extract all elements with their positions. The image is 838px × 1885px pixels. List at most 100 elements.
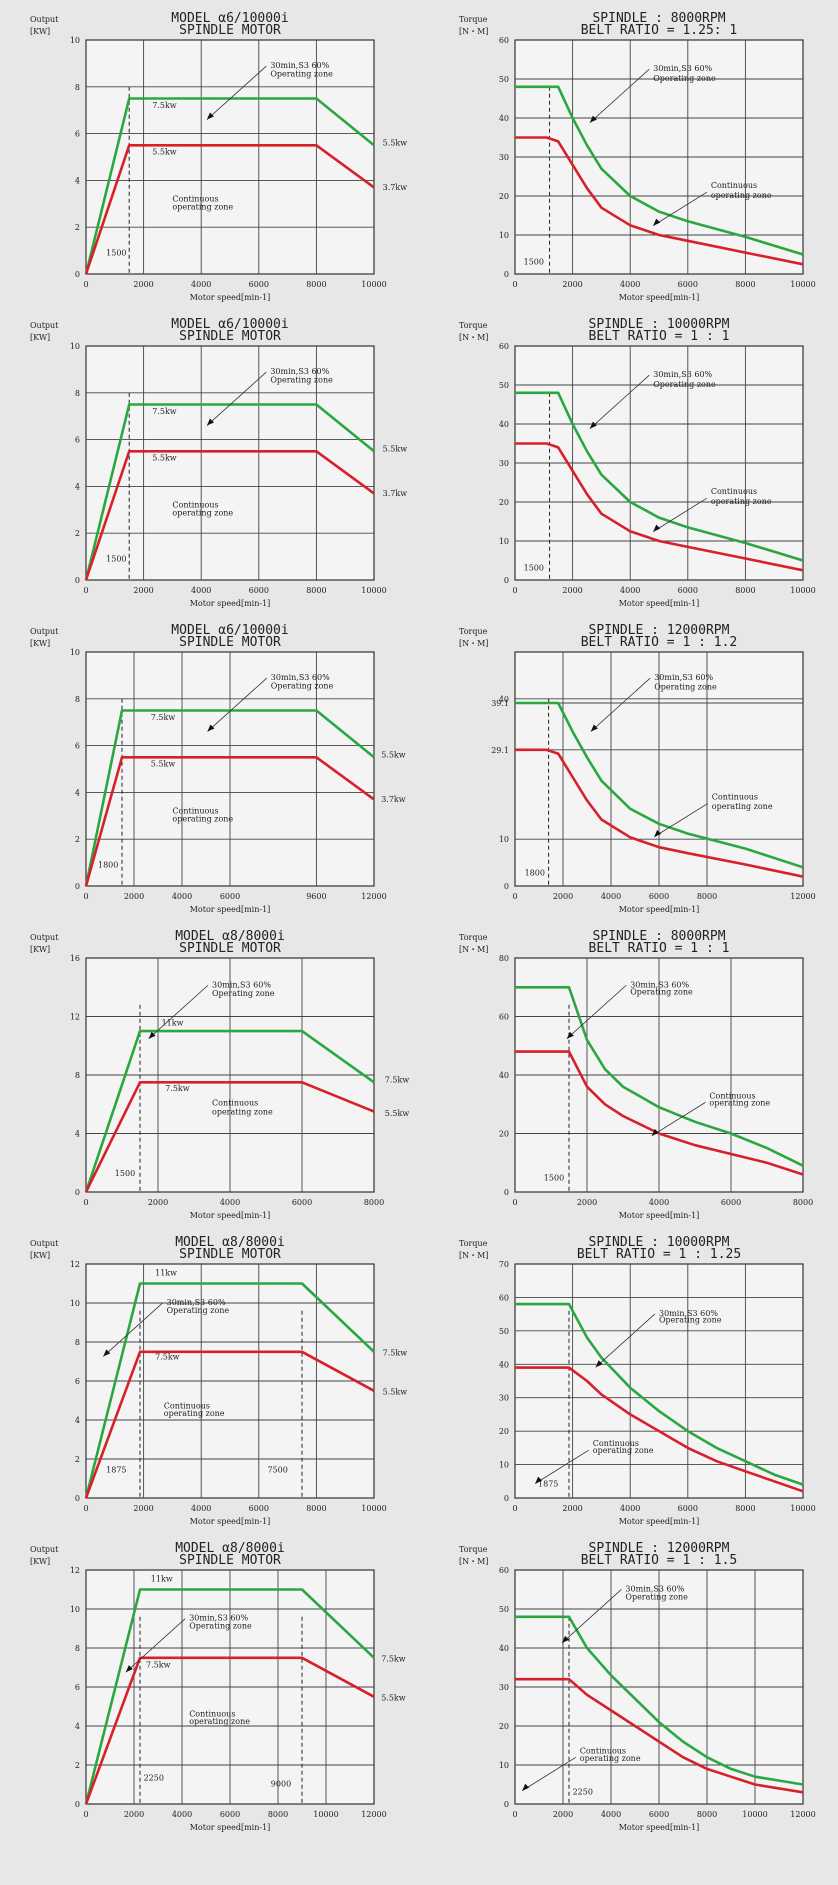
annotation-label: 1875 xyxy=(538,1479,558,1488)
annotation-label: Continuous xyxy=(711,487,757,496)
x-tick-label: 12000 xyxy=(361,892,386,901)
zone-arrowhead xyxy=(566,1031,574,1039)
y-tick-label: 0 xyxy=(504,576,509,585)
y-tick-label: 0 xyxy=(504,882,509,891)
zone-arrowhead xyxy=(206,418,214,426)
series-line-s3 xyxy=(515,1302,804,1486)
y-tick-label: 8 xyxy=(75,389,80,398)
zone-pointer xyxy=(206,65,267,120)
x-tick-label: 0 xyxy=(512,1810,517,1819)
continuous-arrowhead xyxy=(653,218,661,226)
zone-pointer xyxy=(566,984,627,1040)
y-axis-label: Output xyxy=(30,321,59,330)
chart-panel-8: 0 2000 4000 6000 8000 0 20 40 60 80 Motor speed[mi… xyxy=(459,929,813,1220)
x-tick-label: 2000 xyxy=(562,586,582,595)
continuous-arrowhead xyxy=(522,1783,530,1791)
y-axis-unit: [N・M] xyxy=(459,945,488,954)
y-tick-label: 6 xyxy=(75,1377,80,1386)
y-tick-label: 16 xyxy=(70,954,80,963)
zone-arrowhead xyxy=(590,724,598,732)
chart-title: MODEL α8/8000i xyxy=(175,929,285,944)
annotation-label: Operating zone xyxy=(653,380,716,389)
x-axis-label: Motor speed[min-1] xyxy=(619,1823,700,1832)
x-tick-label: 8000 xyxy=(697,1810,717,1819)
annotation-label: Operating zone xyxy=(167,1306,230,1315)
plot-area xyxy=(85,345,375,581)
y-tick-label: 10 xyxy=(499,1461,509,1470)
y-tick-label: 10 xyxy=(70,648,80,657)
continuous-arrowhead xyxy=(653,524,661,532)
annotation-label: Continuous xyxy=(593,1439,639,1448)
y-axis-unit: [KW] xyxy=(30,639,50,648)
x-tick-label: 0 xyxy=(83,1504,88,1513)
x-tick-label: 4000 xyxy=(191,1504,211,1513)
x-tick-label: 12000 xyxy=(790,892,815,901)
series-line-s3 xyxy=(515,701,804,869)
annotation-label: operating zone xyxy=(189,1717,250,1726)
annotation-label: 30min,S3 60% xyxy=(625,1584,684,1593)
chart-subtitle: BELT RATIO = 1 : 1.25 xyxy=(577,1247,741,1262)
x-tick-label: 2000 xyxy=(133,280,153,289)
y-tick-label: 12 xyxy=(70,1260,80,1269)
y-axis-unit: [KW] xyxy=(30,27,50,36)
x-tick-label: 8000 xyxy=(268,1810,288,1819)
y-tick-label: 8 xyxy=(75,1338,80,1347)
x-tick-label: 0 xyxy=(512,280,517,289)
annotation-label: 30min,S3 60% xyxy=(653,64,712,73)
chart-panel-4: 0 2000 4000 6000 8000 10000 0 10 20 30 40 50 60 Motor… xyxy=(459,317,816,608)
chart-title: SPINDLE : 10000RPM xyxy=(589,1235,730,1250)
chart-panel-7: 0 2000 4000 6000 8000 0 4 8 12 16 Motor speed[min-… xyxy=(30,929,409,1220)
continuous-arrowhead xyxy=(535,1476,543,1484)
y-axis-unit: [KW] xyxy=(30,1557,50,1566)
x-tick-label: 2000 xyxy=(133,1504,153,1513)
x-tick-label: 2000 xyxy=(124,1810,144,1819)
y-tick-label: 10 xyxy=(70,1605,80,1614)
y-tick-label: 10 xyxy=(70,342,80,351)
continuous-arrowhead xyxy=(651,1128,659,1136)
zone-arrowhead xyxy=(562,1635,570,1643)
chart-subtitle: SPINDLE MOTOR xyxy=(179,635,281,650)
y-axis-label: Output xyxy=(30,1239,59,1248)
annotation-label: 3.7kw xyxy=(383,183,408,192)
y-tick-label: 30 xyxy=(499,1683,509,1692)
chart-subtitle: SPINDLE MOTOR xyxy=(179,23,281,38)
y-tick-label: 0 xyxy=(504,270,509,279)
annotation-label: Continuous xyxy=(172,194,218,203)
y-tick-label: 20 xyxy=(499,192,509,201)
x-tick-label: 10000 xyxy=(361,1504,386,1513)
y-tick-label: 29.1 xyxy=(491,746,509,755)
zone-pointer xyxy=(148,984,209,1040)
annotation-label: Continuous xyxy=(712,792,758,801)
annotation-label: Continuous xyxy=(212,1099,258,1108)
x-tick-label: 6000 xyxy=(292,1198,312,1207)
chart-subtitle: SPINDLE MOTOR xyxy=(179,941,281,956)
x-tick-label: 0 xyxy=(512,892,517,901)
chart-panel-5: 0 2000 4000 6000 9600 12000 0 2 4 6 8 10 Motor speed… xyxy=(30,623,406,914)
annotation-label: 5.5kw xyxy=(383,138,408,147)
continuous-pointer xyxy=(651,1102,706,1137)
y-tick-label: 0 xyxy=(75,270,80,279)
x-tick-label: 0 xyxy=(83,892,88,901)
x-axis-label: Motor speed[min-1] xyxy=(190,1823,271,1832)
annotation-label: Continuous xyxy=(189,1709,235,1718)
y-axis-label: Torque xyxy=(459,321,488,330)
x-axis-label: Motor speed[min-1] xyxy=(619,1517,700,1526)
x-tick-label: 4000 xyxy=(620,1504,640,1513)
y-tick-label: 40 xyxy=(499,1644,509,1653)
series-line-continuous xyxy=(84,1656,375,1805)
y-tick-label: 0 xyxy=(504,1800,509,1809)
annotation-label: 5.5kw xyxy=(383,1388,408,1397)
y-axis-label: Output xyxy=(30,15,59,24)
y-tick-label: 4 xyxy=(75,1130,80,1139)
y-axis-label: Output xyxy=(30,1545,59,1554)
y-tick-label: 60 xyxy=(499,1566,509,1575)
x-tick-label: 4000 xyxy=(191,586,211,595)
annotation-label: Operating zone xyxy=(625,1592,688,1601)
zone-pointer xyxy=(589,68,650,123)
y-tick-label: 30 xyxy=(499,153,509,162)
annotation-label: 2250 xyxy=(573,1787,593,1796)
x-tick-label: 8000 xyxy=(306,280,326,289)
x-tick-label: 4000 xyxy=(601,892,621,901)
zone-arrowhead xyxy=(595,1360,603,1368)
annotation-label: operating zone xyxy=(711,497,772,506)
